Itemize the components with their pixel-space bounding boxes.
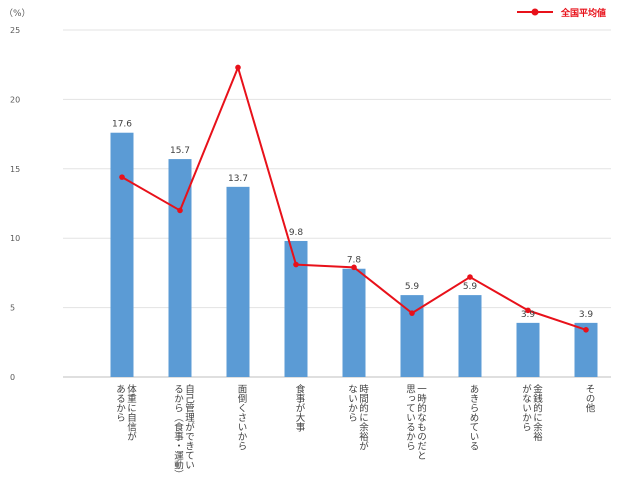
y-tick-label: 0 [10,373,15,382]
category-label-line: 食事が大事 [294,383,306,431]
average-point [119,174,125,180]
bar [110,132,134,377]
legend[interactable]: 全国平均値 [517,7,606,19]
category-label-line: 自己管理ができてい [183,383,195,469]
bar-value-label: 15.7 [170,146,190,156]
bar-value-label: 9.8 [289,228,304,238]
category-label-line: 思っているから [404,384,416,451]
y-tick-label: 25 [10,26,20,35]
average-point [293,261,299,268]
bar-value-label: 7.8 [347,256,362,266]
category-label-line: 一時的なものだと [415,384,427,460]
bar-value-label: 17.6 [112,120,132,130]
category-label-line: あるから [114,384,126,422]
category-label-line: ないから [346,384,358,422]
average-point [351,264,357,271]
bar [574,322,598,377]
bar [342,268,366,377]
bar-value-label: 5.9 [405,282,420,292]
bar-series [110,132,598,377]
legend-marker [531,8,539,16]
y-tick-label: 10 [10,234,20,243]
legend-label: 全国平均値 [560,7,606,19]
average-point [177,207,183,214]
category-label-line: 面倒くさいから [236,384,248,451]
category-label: 面倒くさいから [236,384,248,451]
bar [226,186,250,377]
bar [168,159,192,377]
category-label-line: 体重に自信が [125,383,137,441]
category-label: 食事が大事 [294,383,306,431]
average-point [235,64,241,71]
y-unit-label: （%） [4,8,31,19]
bar [400,295,424,377]
category-label-line: 時間的に余裕が [357,384,369,451]
bar-value-label: 5.9 [463,282,478,292]
y-tick-label: 20 [10,95,20,104]
average-line-series [119,64,589,333]
average-point [583,327,589,333]
bar [516,322,540,377]
category-label: その他 [584,384,596,413]
bar-value-label: 13.7 [228,174,248,184]
average-point [467,274,473,280]
average-point [525,307,531,314]
average-point [409,310,415,316]
category-label-line: るから（食事・運動） [172,384,184,479]
category-label-line: あきらめている [468,384,480,451]
data-labels: 17.6 15.7 13.7 9.8 7.8 5.9 5.9 3.9 3.9 [112,120,593,320]
category-label-line: その他 [584,384,596,413]
y-tick-label: 15 [10,165,20,174]
category-label-line: 金銭的に余裕 [531,383,543,442]
bar [458,295,482,377]
bar-value-label: 3.9 [579,310,594,320]
bar [284,240,308,377]
category-label: あきらめている [468,384,480,451]
bar-value-label: 3.9 [521,310,536,320]
category-label-line: がないから [520,383,532,431]
y-tick-label: 5 [10,304,15,313]
